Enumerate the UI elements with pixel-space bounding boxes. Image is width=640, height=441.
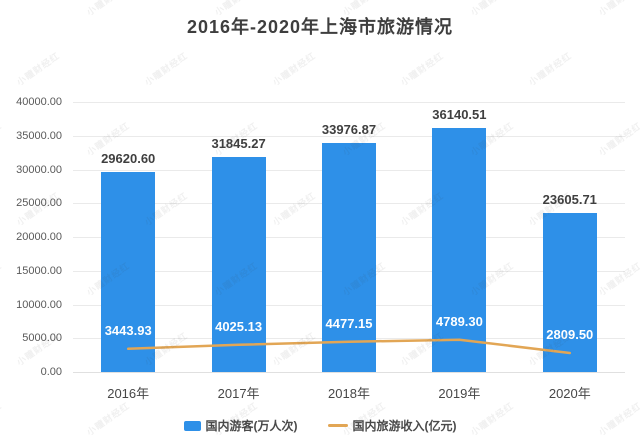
y-axis-tick-label: 10000.00	[16, 298, 62, 311]
x-axis-tick-label: 2017年	[217, 386, 260, 401]
y-axis-tick-label: 40000.00	[16, 96, 62, 108]
y-axis-tick-label: 15000.00	[16, 264, 62, 277]
bar-value-label: 31845.27	[211, 136, 266, 152]
y-axis-tick-label: 30000.00	[16, 163, 62, 176]
bar-swatch-icon	[183, 420, 201, 431]
bar-2018年	[322, 142, 376, 372]
y-axis-tick-label: 0.00	[40, 366, 62, 378]
bar-2016年	[101, 172, 156, 372]
bar-value-label: 23605.71	[542, 191, 597, 207]
legend-item-revenue: 国内旅游收入(亿元)	[327, 417, 457, 434]
x-axis-tick-label: 2020年	[548, 386, 591, 401]
y-axis-tick-label: 5000.00	[22, 332, 62, 345]
y-axis-tick-label: 25000.00	[16, 197, 62, 210]
line-swatch-icon	[327, 424, 348, 427]
gridline	[73, 102, 625, 103]
legend: 国内游客(万人次) 国内旅游收入(亿元)	[0, 417, 640, 434]
x-axis-line	[73, 372, 625, 373]
bar-2020年	[542, 212, 597, 372]
y-axis-tick-label: 20000.00	[16, 231, 62, 243]
gridline	[73, 135, 625, 137]
legend-item-tourists: 国内游客(万人次)	[183, 417, 298, 434]
x-axis-tick-label: 2016年	[107, 386, 150, 401]
bar-2017年	[211, 157, 266, 372]
bar-value-label: 29620.60	[101, 151, 156, 167]
y-axis-tick-label: 35000.00	[16, 129, 62, 142]
bar-value-label: 33976.87	[321, 121, 377, 137]
bar-2019年	[432, 128, 487, 372]
legend-label: 国内旅游收入(亿元)	[352, 419, 457, 433]
line-value-label: 4025.13	[215, 318, 263, 334]
line-value-label: 4477.15	[325, 315, 373, 331]
line-value-label: 3443.93	[104, 322, 152, 338]
x-axis-tick-label: 2019年	[438, 386, 481, 401]
legend-label: 国内游客(万人次)	[205, 419, 298, 433]
x-axis-tick-label: 2018年	[328, 386, 370, 401]
bar-value-label: 36140.51	[432, 107, 487, 123]
chart-title: 2016年-2020年上海市旅游情况	[186, 17, 454, 37]
line-value-label: 4789.30	[435, 313, 483, 329]
line-value-label: 2809.50	[546, 327, 594, 343]
